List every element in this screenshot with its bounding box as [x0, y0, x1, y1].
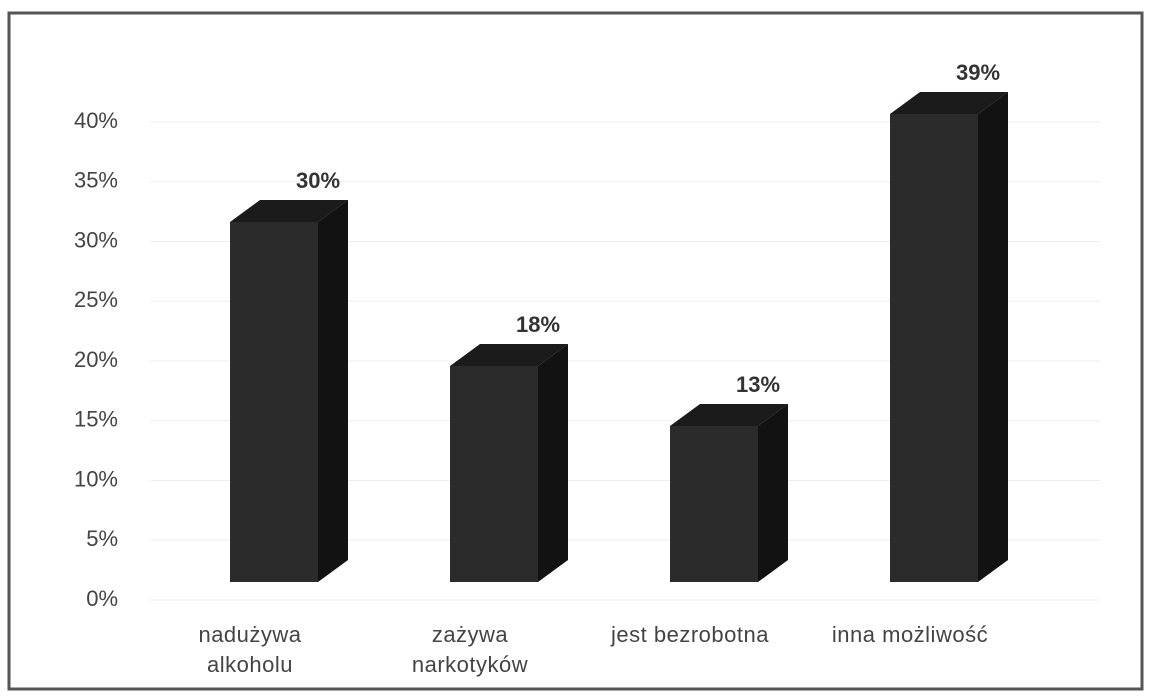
y-tick-label: 40%	[74, 108, 118, 133]
y-tick-label: 20%	[74, 347, 118, 372]
bar-top	[670, 404, 788, 426]
bar-front	[890, 114, 978, 582]
bar-side	[758, 404, 788, 582]
y-tick-label: 5%	[86, 526, 118, 551]
y-tick-label: 35%	[74, 168, 118, 193]
x-tick-label: jest bezrobotna	[611, 622, 769, 647]
y-tick-label: 15%	[74, 407, 118, 432]
bar	[230, 200, 348, 582]
bar-side	[318, 200, 348, 582]
y-tick-label: 0%	[86, 586, 118, 611]
bar	[450, 344, 568, 582]
value-label: 13%	[736, 372, 780, 397]
x-tick-label: zażywa narkotyków	[411, 622, 529, 677]
y-tick-label: 30%	[74, 227, 118, 252]
bar-side	[538, 344, 568, 582]
bar-top	[230, 200, 348, 222]
x-tick-label: inna możliwość	[831, 622, 989, 647]
bar-front	[670, 426, 758, 582]
bar-top	[890, 92, 1008, 114]
bar-front	[230, 222, 318, 582]
value-label: 18%	[516, 312, 560, 337]
bar-top	[450, 344, 568, 366]
value-label: 39%	[956, 60, 1000, 85]
y-tick-label: 10%	[74, 466, 118, 491]
bar	[670, 404, 788, 582]
y-tick-label: 25%	[74, 287, 118, 312]
frame	[7, 11, 1144, 691]
value-label: 30%	[296, 168, 340, 193]
bar	[890, 92, 1008, 582]
bar-side	[978, 92, 1008, 582]
x-tick-label: nadużywa alkoholu	[198, 622, 302, 677]
bar-front	[450, 366, 538, 582]
